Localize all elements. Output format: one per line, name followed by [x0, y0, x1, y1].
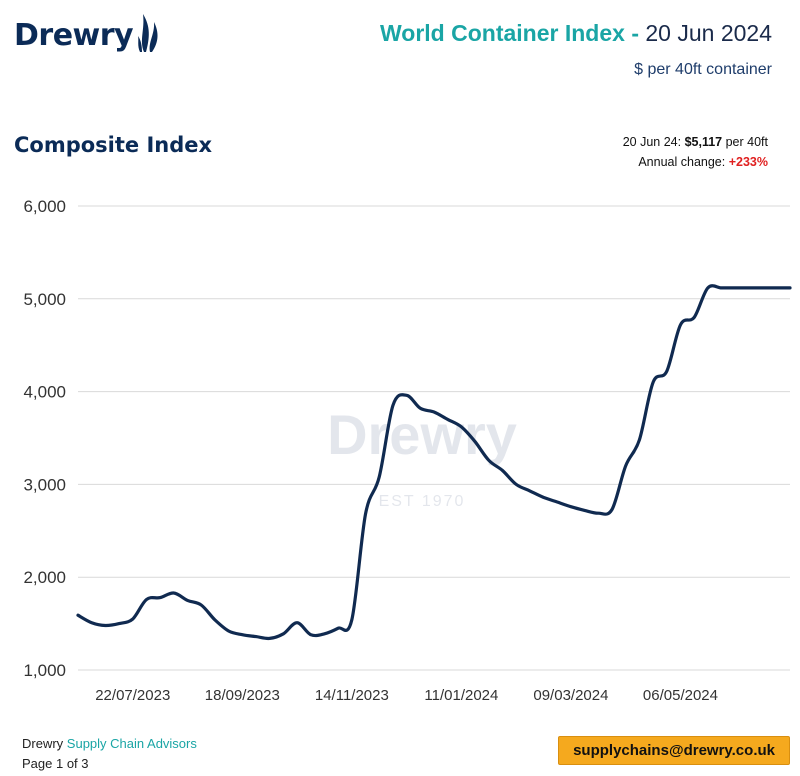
x-tick-label: 09/03/2024 [533, 687, 608, 704]
x-axis-ticks: 22/07/2023 18/09/2023 14/11/2023 11/01/2024… [95, 687, 718, 704]
footer-brand-line: Drewry Supply Chain Advisors [22, 734, 197, 754]
drewry-logo: Drewry [14, 10, 163, 54]
x-tick-label: 06/05/2024 [643, 687, 718, 704]
y-tick-label: 5,000 [23, 290, 66, 309]
y-tick-label: 3,000 [23, 475, 66, 494]
footer-credit: Drewry Supply Chain Advisors Page 1 of 3 [22, 734, 197, 774]
title-date: 20 Jun 2024 [645, 20, 772, 46]
annual-change-prefix: Annual change: [638, 155, 726, 169]
x-tick-label: 14/11/2023 [315, 687, 389, 704]
watermark-text: Drewry [327, 403, 517, 466]
latest-value-annotation: 20 Jun 24: $5,117 per 40ft [623, 135, 768, 149]
flame-logo-icon [138, 14, 158, 52]
page-number: Page 1 of 3 [22, 756, 89, 771]
latest-value-prefix: 20 Jun 24: [622, 135, 682, 149]
y-tick-label: 2,000 [23, 568, 66, 587]
y-tick-label: 6,000 [23, 197, 66, 216]
grid-lines [78, 205, 790, 671]
chart-heading: Composite Index [14, 133, 213, 157]
drewry-watermark: Drewry EST 1970 [327, 403, 517, 510]
footer-brand-suffix: Supply Chain Advisors [66, 736, 197, 751]
x-tick-label: 22/07/2023 [95, 687, 170, 704]
y-tick-label: 4,000 [23, 383, 66, 402]
composite-index-line [76, 284, 792, 641]
y-tick-label: 1,000 [23, 661, 66, 680]
composite-index-chart: Drewry EST 1970 1,000 2,000 3,000 4,000 5,00… [23, 197, 792, 704]
annual-change-value: +233% [728, 155, 768, 169]
page-title: World Container Index - 20 Jun 2024 [380, 20, 772, 47]
watermark-est: EST 1970 [379, 493, 466, 510]
logo-text: Drewry [14, 18, 134, 53]
footer-brand: Drewry [22, 736, 64, 751]
contact-email[interactable]: supplychains@drewry.co.uk [558, 736, 790, 765]
x-tick-label: 11/01/2024 [424, 687, 498, 704]
title-main: World Container Index - [380, 20, 639, 46]
x-tick-label: 18/09/2023 [205, 687, 280, 704]
page-subtitle: $ per 40ft container [634, 61, 772, 78]
latest-value: $5,117 [684, 135, 723, 149]
y-axis-ticks: 1,000 2,000 3,000 4,000 5,000 6,000 [23, 197, 66, 680]
latest-value-suffix: per 40ft [725, 135, 768, 149]
annual-change-annotation: Annual change: +233% [638, 155, 768, 169]
